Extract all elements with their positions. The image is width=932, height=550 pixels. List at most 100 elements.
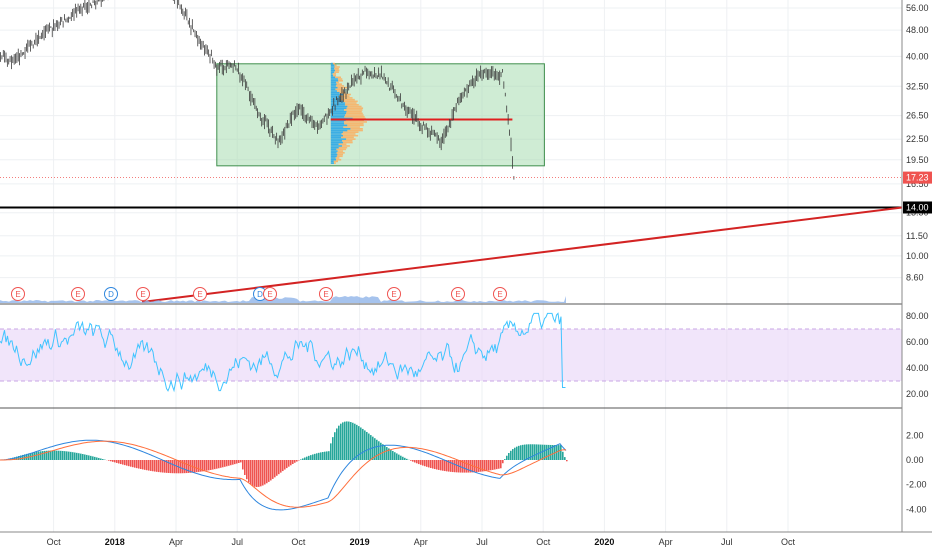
volume-profile-bar: [330, 66, 335, 68]
macd-histogram-bar: [496, 460, 498, 470]
macd-histogram-bar: [84, 454, 86, 460]
volume-profile-bar: [335, 157, 340, 159]
event-marker-circle: [263, 287, 277, 301]
volume-profile-bar: [330, 112, 347, 115]
event-marker-circle: [493, 287, 507, 301]
macd-histogram-bar: [360, 427, 362, 460]
macd-histogram-bar: [388, 448, 390, 460]
time-tick-label: 2020: [594, 537, 614, 547]
trend-line[interactable]: [141, 206, 903, 303]
macd-histogram-bar: [20, 455, 22, 460]
rsi-pane[interactable]: [0, 312, 902, 393]
macd-histogram-bar: [156, 460, 158, 472]
volume-profile-bar: [330, 133, 342, 135]
macd-histogram-bar: [342, 422, 344, 460]
volume-profile-bar: [330, 138, 347, 140]
macd-histogram-bar: [348, 421, 350, 460]
volume-profile-bar: [346, 110, 362, 113]
macd-histogram-bar: [464, 460, 466, 473]
macd-histogram-bar: [432, 460, 434, 469]
macd-histogram-bar: [132, 460, 134, 468]
support-level-badge: 14.00: [903, 201, 932, 214]
macd-histogram-bar: [68, 451, 70, 460]
macd-histogram-bar: [418, 460, 420, 465]
macd-histogram-bar: [534, 444, 536, 460]
macd-histogram-bar: [546, 444, 548, 460]
support-level-badge-bg: [903, 201, 932, 214]
macd-histogram-bar: [212, 460, 214, 470]
time-tick-label: 2018: [105, 537, 125, 547]
macd-histogram: [2, 421, 568, 488]
signal-line: [0, 440, 567, 508]
macd-histogram-bar: [184, 460, 186, 474]
time-tick-label: Oct: [536, 537, 551, 547]
event-marker-circle: [71, 287, 85, 301]
range-box[interactable]: [216, 63, 545, 167]
macd-histogram-bar: [60, 450, 62, 460]
volume-profile-bar: [352, 117, 366, 120]
volume-profile-bar: [337, 86, 348, 89]
time-tick-label: Jul: [721, 537, 733, 547]
macd-histogram-bar: [318, 452, 320, 460]
macd-histogram-bar: [110, 460, 112, 462]
macd-histogram-bar: [520, 445, 522, 460]
price-axis[interactable]: 56.00 48.00 40.00 32.50 26.50 22.50 19.50 16.50…: [903, 3, 932, 514]
volume-profile-bar: [330, 67, 335, 70]
macd-histogram-bar: [448, 460, 450, 472]
volume-profile-bar: [342, 140, 353, 142]
volume-profile-bar: [330, 98, 342, 101]
price-tick-label: 56.00: [906, 3, 929, 13]
macd-histogram-bar: [438, 460, 440, 470]
macd-histogram-bar: [18, 456, 20, 460]
volume-profile-bar: [339, 91, 346, 94]
macd-histogram-bar: [312, 454, 314, 460]
macd-histogram-bar: [224, 460, 226, 467]
macd-histogram-bar: [310, 455, 312, 460]
macd-histogram-bar: [528, 444, 530, 460]
volume-profile-bar: [336, 158, 342, 161]
macd-histogram-bar: [406, 458, 408, 460]
volume-profile-bar: [330, 85, 336, 87]
macd-histogram-bar: [436, 460, 438, 470]
volume-profile-bar: [350, 128, 363, 130]
macd-histogram-bar: [306, 456, 308, 460]
macd-histogram-bar: [188, 460, 190, 473]
macd-histogram-bar: [74, 452, 76, 460]
macd-histogram-bar: [88, 455, 90, 460]
volume-profile-bar: [330, 148, 337, 151]
macd-histogram-bar: [108, 460, 110, 461]
macd-histogram-bar: [48, 450, 50, 460]
macd-histogram-bar: [148, 460, 150, 471]
macd-histogram-bar: [482, 460, 484, 472]
volume-profile-bar: [330, 158, 337, 161]
volume-profile-bar: [347, 129, 363, 132]
volume-profile-bar: [342, 131, 359, 134]
rsi-tick-label: 20.00: [906, 389, 929, 399]
event-marker-label: E: [391, 290, 396, 299]
macd-histogram-bar: [322, 452, 324, 460]
macd-histogram-bar: [226, 460, 228, 467]
time-axis[interactable]: JulOct2018AprJulOct2019AprJulOct2020AprJ…: [0, 537, 796, 547]
macd-histogram-bar: [280, 460, 282, 473]
macd-histogram-bar: [116, 460, 118, 463]
volume-profile-bar: [333, 74, 337, 77]
volume-profile-bar: [330, 114, 346, 116]
macd-histogram-bar: [500, 460, 502, 469]
macd-histogram-bar: [562, 451, 564, 460]
macd-histogram-bar: [50, 450, 52, 460]
macd-histogram-bar: [254, 460, 256, 487]
volume-profile-bar: [338, 79, 343, 82]
last-price-badge: 17.23: [903, 171, 932, 184]
event-marker-label: E: [75, 290, 80, 299]
macd-pane[interactable]: [0, 421, 568, 511]
volume-profile-bar: [334, 71, 339, 73]
volume-profile-bar: [336, 155, 343, 158]
volume-profile-bar: [330, 121, 345, 123]
volume-profile-bar: [345, 114, 364, 116]
macd-histogram-bar: [150, 460, 152, 471]
macd-histogram-bar: [324, 451, 326, 460]
volume-profile-bar: [330, 64, 335, 67]
rsi-tick-label: 60.00: [906, 337, 929, 347]
macd-histogram-bar: [22, 454, 24, 460]
